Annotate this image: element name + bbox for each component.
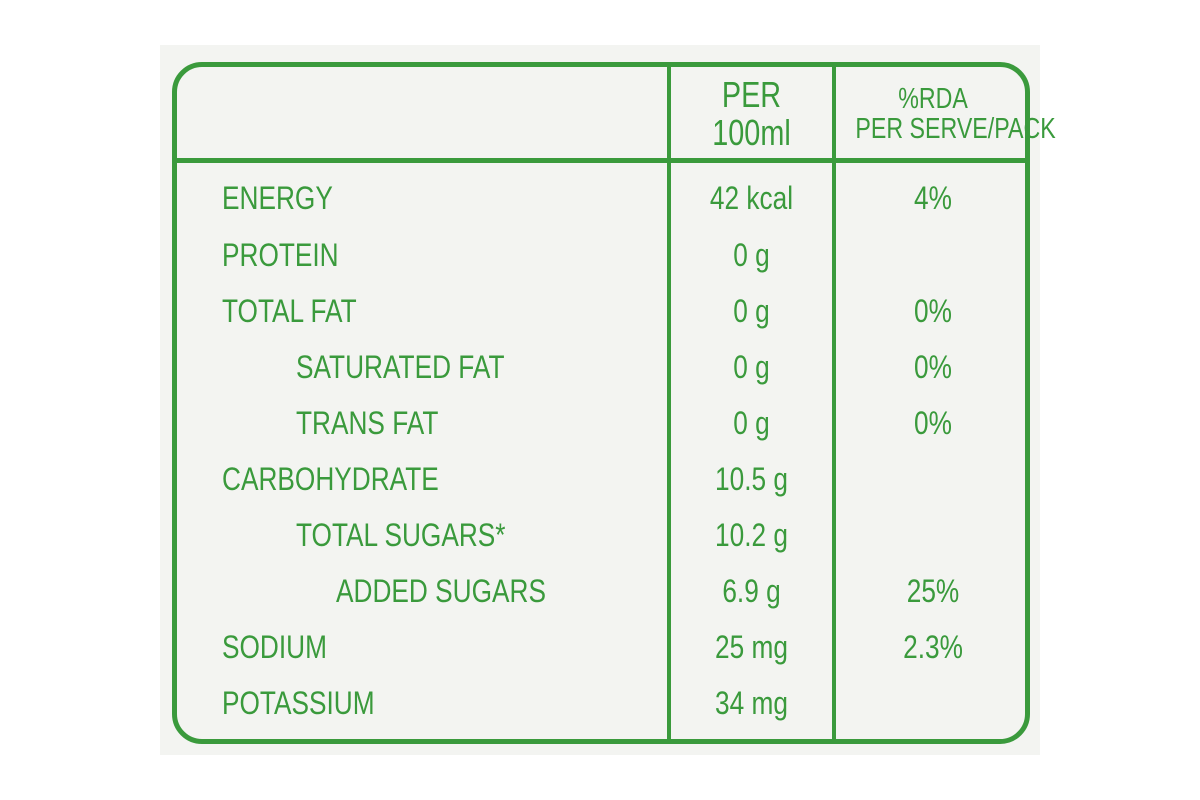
rda-value: 2.3% (903, 629, 963, 665)
rda-value: 0% (914, 405, 952, 441)
header-rda: %RDA PER SERVE/PACK (855, 83, 1056, 146)
per-100ml-value: 0 g (733, 237, 770, 273)
header-divider (172, 158, 1030, 163)
nutrition-table-frame (172, 62, 1030, 744)
nutrient-label: ADDED SUGARS (336, 573, 546, 609)
per-100ml-value: 6.9 g (722, 573, 781, 609)
rda-value: 0% (914, 293, 952, 329)
nutrient-label: TRANS FAT (296, 405, 439, 441)
rda-value: 25% (906, 573, 960, 609)
per-100ml-value: 0 g (733, 293, 770, 329)
rda-value: 4% (914, 180, 952, 216)
per-100ml-value: 0 g (733, 405, 770, 441)
rda-value: 0% (914, 349, 952, 385)
nutrient-label: TOTAL SUGARS* (296, 517, 506, 553)
nutrient-label: POTASSIUM (222, 685, 375, 721)
header-per-line1: PER (721, 74, 782, 115)
nutrient-label: CARBOHYDRATE (222, 461, 439, 497)
column-divider-1 (667, 62, 671, 744)
nutrient-label: ENERGY (222, 180, 333, 216)
label-background (160, 45, 1040, 755)
per-100ml-value: 10.5 g (715, 461, 788, 497)
per-100ml-value: 42 kcal (709, 180, 794, 216)
nutrient-label: TOTAL FAT (222, 293, 357, 329)
header-per-100ml: PER 100ml (687, 76, 816, 152)
nutrient-label: PROTEIN (222, 237, 339, 273)
header-rda-line2: PER SERVE/PACK (855, 113, 1056, 146)
header-rda-line1: %RDA (898, 83, 968, 115)
per-100ml-value: 25 mg (715, 629, 788, 665)
per-100ml-value: 10.2 g (715, 517, 788, 553)
header-per-line2: 100ml (712, 111, 791, 153)
column-divider-2 (832, 62, 836, 744)
per-100ml-value: 34 mg (715, 685, 788, 721)
nutrient-label: SODIUM (222, 629, 327, 665)
per-100ml-value: 0 g (733, 349, 770, 385)
nutrient-label: SATURATED FAT (296, 349, 505, 385)
